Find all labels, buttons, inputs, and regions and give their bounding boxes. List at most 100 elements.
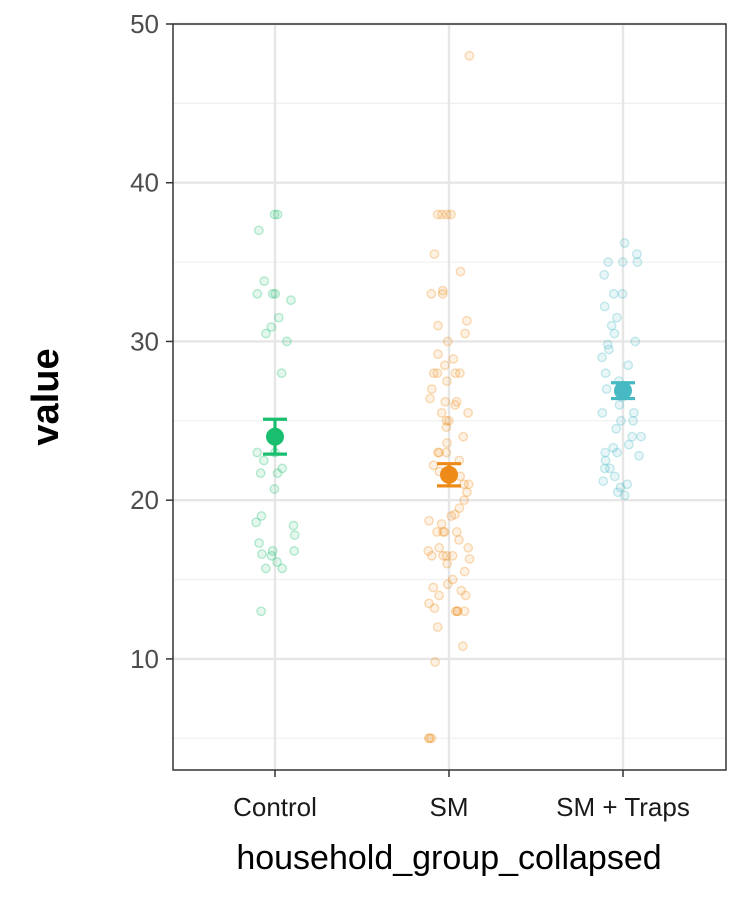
mean-point [266,427,284,446]
data-point [273,312,284,323]
data-point [604,463,615,474]
data-point [436,519,447,529]
data-point [451,396,462,407]
data-point [442,336,453,347]
data-point [426,733,437,744]
data-point [437,288,448,299]
data-point [441,447,452,458]
data-point [434,590,445,601]
data-point [446,511,457,521]
data-point [455,266,466,277]
data-point [432,368,443,379]
data-point [289,546,300,556]
data-point [256,511,267,521]
data-point [258,455,269,466]
data-point [441,550,452,561]
data-point [598,476,609,487]
data-point [628,415,638,426]
data-point [251,517,262,528]
data-point [450,606,461,617]
data-point [462,315,472,326]
data-point [630,336,641,347]
data-point [454,368,465,379]
data-point [460,590,471,601]
data-point [608,288,619,299]
data-point [423,546,434,556]
data-point [452,606,463,617]
data-point [432,209,443,220]
data-point [609,471,620,482]
mean-point [614,381,632,400]
data-point [433,320,443,331]
data-point [447,574,458,585]
data-point [450,400,461,410]
data-point [269,484,280,494]
data-point [459,606,470,617]
y-tick-label: 30 [130,326,159,356]
data-point [430,657,440,667]
data-point [436,407,447,418]
data-point [622,479,633,490]
jitter-points [251,50,646,744]
data-point [628,407,639,418]
data-point [609,328,620,339]
data-point [441,422,452,433]
data-point [266,322,277,333]
data-point [462,487,472,498]
data-point [439,360,450,371]
data-point [446,209,456,220]
data-point [260,563,271,574]
data-point [454,534,464,545]
y-tick-label: 20 [130,485,159,515]
data-point [255,468,266,479]
data-point [636,431,646,442]
data-point [600,455,611,466]
data-point [450,368,461,379]
data-point [438,527,448,537]
data-point [436,209,447,220]
data-point [257,549,267,560]
data-point [634,450,644,461]
data-point [440,396,451,407]
data-point [451,527,462,537]
data-point [454,503,465,514]
data-point [423,733,434,744]
data-point [429,603,440,614]
gridlines [173,22,726,770]
data-point [456,585,467,596]
data-point [426,288,437,299]
data-point [252,288,263,299]
data-point [612,487,623,498]
x-tick-label: SM + Traps [556,792,690,822]
data-point [426,384,437,394]
data-point [457,641,468,652]
data-point [464,50,475,61]
data-point [267,546,278,556]
data-point [438,550,449,561]
data-point [441,209,452,220]
y-tick-label: 40 [130,168,159,198]
data-point [442,579,453,590]
data-point [617,288,628,299]
data-point [272,468,283,479]
data-point [425,393,435,404]
data-point [270,288,281,299]
data-point [424,733,435,744]
data-point [288,520,299,531]
x-tick-label: Control [233,792,317,822]
data-point [443,415,454,426]
data-point [599,301,610,312]
data-point [277,463,288,474]
data-point [447,550,458,561]
data-point [619,238,630,248]
data-point [627,431,638,442]
data-point [459,566,470,577]
data-point [434,542,445,553]
data-point [616,415,626,426]
data-point [604,344,614,355]
data-point [424,515,434,526]
data-point [599,463,610,474]
x-tick-label: SM [430,792,469,822]
data-point [269,209,280,220]
data-point [253,225,264,236]
